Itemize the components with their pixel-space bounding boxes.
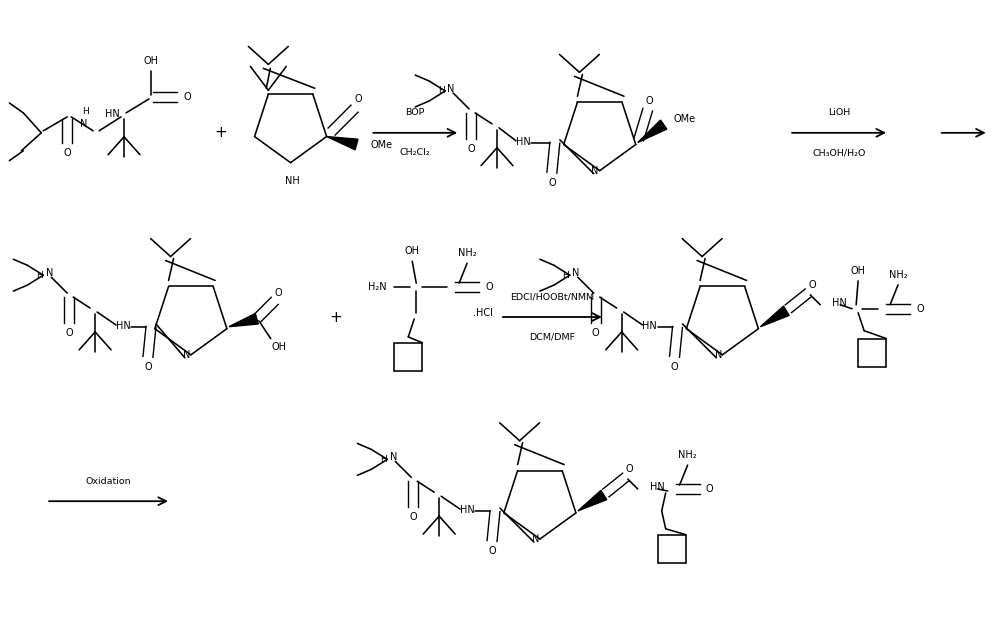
Polygon shape [229, 313, 258, 327]
Text: HN: HN [516, 137, 530, 147]
Text: N: N [591, 166, 598, 176]
Text: O: O [409, 512, 417, 522]
Text: O: O [706, 484, 713, 494]
Text: OMe: OMe [371, 140, 393, 150]
Text: Oxidation: Oxidation [86, 476, 131, 486]
Text: OH: OH [851, 266, 866, 276]
Text: O: O [548, 178, 556, 187]
Text: O: O [671, 362, 678, 372]
Text: NH₂: NH₂ [458, 248, 476, 258]
Text: OH: OH [405, 247, 420, 256]
Text: O: O [144, 362, 152, 372]
Text: H: H [562, 271, 569, 280]
Polygon shape [760, 306, 789, 327]
Text: NH: NH [285, 176, 300, 185]
Text: OH: OH [143, 56, 158, 66]
Text: NH₂: NH₂ [678, 450, 697, 460]
Text: HN: HN [105, 109, 119, 119]
Text: OH: OH [271, 341, 286, 352]
Text: HN: HN [832, 298, 847, 308]
Text: CH₂Cl₂: CH₂Cl₂ [400, 148, 431, 157]
Text: H: H [82, 108, 89, 117]
Text: +: + [329, 310, 342, 324]
Text: O: O [63, 148, 71, 158]
Text: N: N [80, 119, 87, 129]
Text: O: O [355, 94, 362, 104]
Text: N: N [447, 84, 455, 94]
Text: O: O [916, 304, 924, 314]
Text: O: O [467, 144, 475, 154]
Text: O: O [485, 282, 493, 292]
Text: N: N [532, 534, 540, 544]
Text: O: O [183, 92, 191, 102]
Polygon shape [638, 120, 667, 143]
Text: N: N [390, 452, 397, 462]
Text: BOP: BOP [406, 108, 425, 117]
Polygon shape [578, 490, 607, 511]
Text: H₂N: H₂N [368, 282, 386, 292]
Text: O: O [626, 464, 634, 474]
Text: O: O [808, 280, 816, 290]
Text: N: N [572, 268, 579, 278]
Text: N: N [715, 350, 722, 360]
Text: H: H [438, 87, 445, 96]
Text: O: O [275, 288, 283, 298]
Text: O: O [488, 546, 496, 556]
Text: LiOH: LiOH [828, 108, 850, 117]
Text: CH₃OH/H₂O: CH₃OH/H₂O [812, 148, 866, 157]
Text: HN: HN [460, 505, 474, 515]
Text: H: H [36, 271, 43, 280]
Text: HN: HN [642, 321, 657, 331]
Text: O: O [592, 328, 600, 338]
Text: OMe: OMe [674, 113, 696, 124]
Text: H: H [380, 455, 387, 464]
Text: NH₂: NH₂ [889, 270, 907, 280]
Text: DCM/DMF: DCM/DMF [529, 333, 575, 341]
Text: O: O [65, 328, 73, 338]
Text: +: + [214, 125, 227, 140]
Text: .HCl: .HCl [473, 308, 493, 318]
Polygon shape [327, 136, 358, 150]
Text: EDCI/HOOBt/NMM: EDCI/HOOBt/NMM [510, 292, 594, 301]
Text: N: N [46, 268, 53, 278]
Text: O: O [646, 96, 654, 106]
Text: N: N [183, 350, 191, 360]
Text: HN: HN [650, 482, 664, 492]
Text: HN: HN [116, 321, 130, 331]
